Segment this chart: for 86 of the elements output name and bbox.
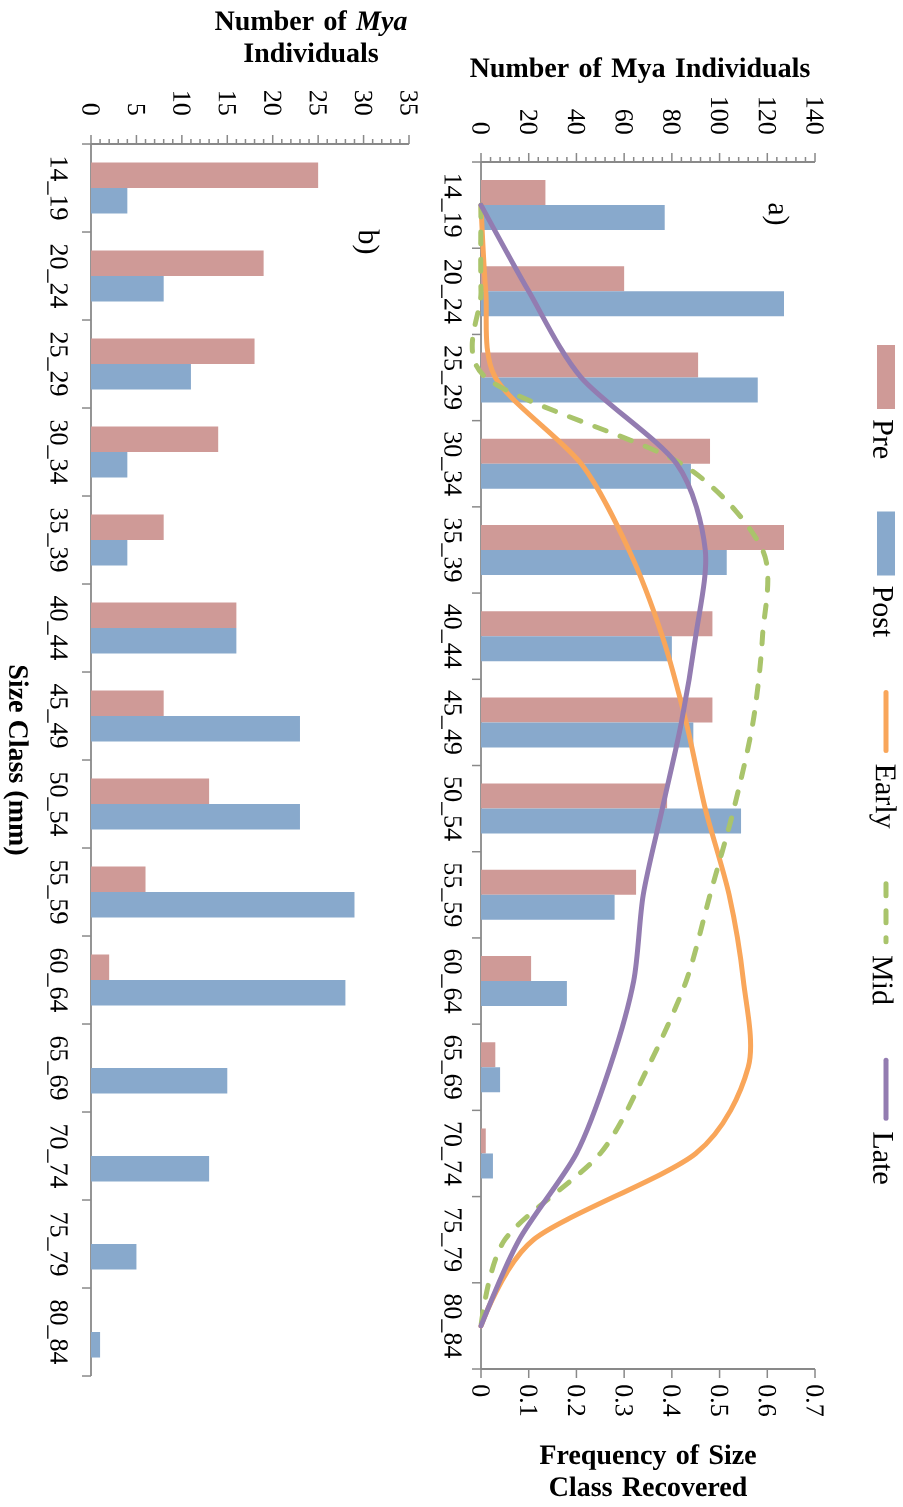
bar <box>91 954 110 981</box>
y-tick-label: 80_84 <box>441 1294 462 1358</box>
x2-tick-label: 120 <box>758 98 777 134</box>
y-tick-label: 70_74 <box>441 1122 462 1186</box>
y-tick-label: 50_54 <box>441 777 462 841</box>
bar <box>91 892 355 918</box>
y-tick-label: 25_29 <box>441 346 462 409</box>
x-tick-label: 15 <box>218 92 237 115</box>
bar <box>91 1332 101 1358</box>
bar <box>91 866 146 893</box>
y-tick-label: 55_59 <box>47 861 68 924</box>
annotation: a) <box>762 203 790 225</box>
annotation: b) <box>352 229 380 254</box>
y-tick-label: 14_19 <box>47 157 68 220</box>
x2-tick-label: 80 <box>663 109 681 134</box>
bar <box>91 338 255 365</box>
y-tick-label: 70_74 <box>47 1125 68 1189</box>
bar <box>91 162 319 189</box>
bar <box>91 778 210 805</box>
x2-tick-label: 140 <box>806 98 824 134</box>
x-tick-label: 10 <box>173 92 191 115</box>
x-tick-label: 5 <box>127 104 146 115</box>
y-tick-label: 20_24 <box>441 259 462 324</box>
x-tick-label: 0 <box>472 1385 490 1397</box>
x-tick-label: 20 <box>263 90 282 115</box>
x-tick-label: 0.6 <box>758 1385 777 1416</box>
legend-label: Mid <box>872 955 894 1005</box>
legend-label: Early <box>869 764 897 829</box>
x2-tick-label: 0 <box>472 122 490 134</box>
y-axis-title: Size Class (mm) <box>3 665 29 855</box>
y-tick-label: 65_69 <box>47 1036 68 1100</box>
legend-label: Late <box>873 1132 893 1184</box>
x-tick-label: 0.3 <box>615 1385 633 1416</box>
y-tick-label: 40_44 <box>47 596 68 661</box>
bar <box>91 250 264 277</box>
bar <box>91 980 346 1006</box>
x2-tick-label: 60 <box>615 109 633 134</box>
y-tick-label: 20_24 <box>47 244 68 309</box>
bar <box>91 364 191 390</box>
legend-label: Pre <box>873 420 893 459</box>
x-tick-label: 0 <box>82 103 100 115</box>
y-tick-label: 65_69 <box>441 1035 462 1099</box>
bar <box>91 188 128 214</box>
y-tick-label: 40_44 <box>441 604 462 669</box>
y-tick-label: 25_29 <box>47 332 68 396</box>
y-tick-label: 50_54 <box>47 773 68 837</box>
y-tick-label: 14_19 <box>441 174 462 237</box>
bar <box>91 1156 210 1182</box>
x2-axis-title: Number of Mya Individuals <box>470 57 810 83</box>
bar <box>91 1244 137 1270</box>
bar <box>91 540 128 566</box>
bar <box>91 628 237 654</box>
y-tick-label: 30_34 <box>47 420 68 485</box>
y-tick-label: 35_39 <box>441 518 462 582</box>
bar <box>91 804 300 830</box>
x-tick-label: 25 <box>309 90 327 115</box>
bar <box>91 276 164 302</box>
x-tick-label: 35 <box>400 91 418 115</box>
bar <box>91 716 300 742</box>
x-tick-label: 30 <box>354 91 373 115</box>
bar <box>91 602 237 629</box>
y-tick-label: 35_39 <box>47 508 68 572</box>
x-tick-label: 0.7 <box>806 1385 824 1416</box>
legend-label: Post <box>873 586 893 638</box>
x-axis-title: Frequency of Size Class Recovered <box>539 1444 756 1497</box>
bar <box>91 1068 228 1094</box>
bar <box>91 452 128 478</box>
x-axis-title: Number of Mya Individuals <box>215 10 407 63</box>
y-tick-label: 75_79 <box>441 1208 462 1272</box>
x-tick-label: 0.4 <box>663 1385 681 1417</box>
y-tick-label: 60_64 <box>441 949 462 1014</box>
y-tick-label: 75_79 <box>47 1213 68 1276</box>
y-tick-label: 80_84 <box>47 1300 68 1365</box>
bar <box>91 426 219 453</box>
x-tick-label: 0.1 <box>519 1385 538 1416</box>
y-tick-label: 45_49 <box>441 690 462 754</box>
x-tick-label: 0.2 <box>567 1385 586 1416</box>
y-tick-label: 55_59 <box>441 863 462 927</box>
bar <box>91 514 164 541</box>
y-tick-label: 60_64 <box>47 948 68 1013</box>
y-tick-label: 45_49 <box>47 684 68 748</box>
bar <box>91 690 164 717</box>
x2-tick-label: 100 <box>710 98 729 134</box>
x-tick-label: 0.5 <box>710 1385 729 1416</box>
x2-tick-label: 40 <box>567 109 586 134</box>
y-tick-label: 30_34 <box>441 432 462 496</box>
